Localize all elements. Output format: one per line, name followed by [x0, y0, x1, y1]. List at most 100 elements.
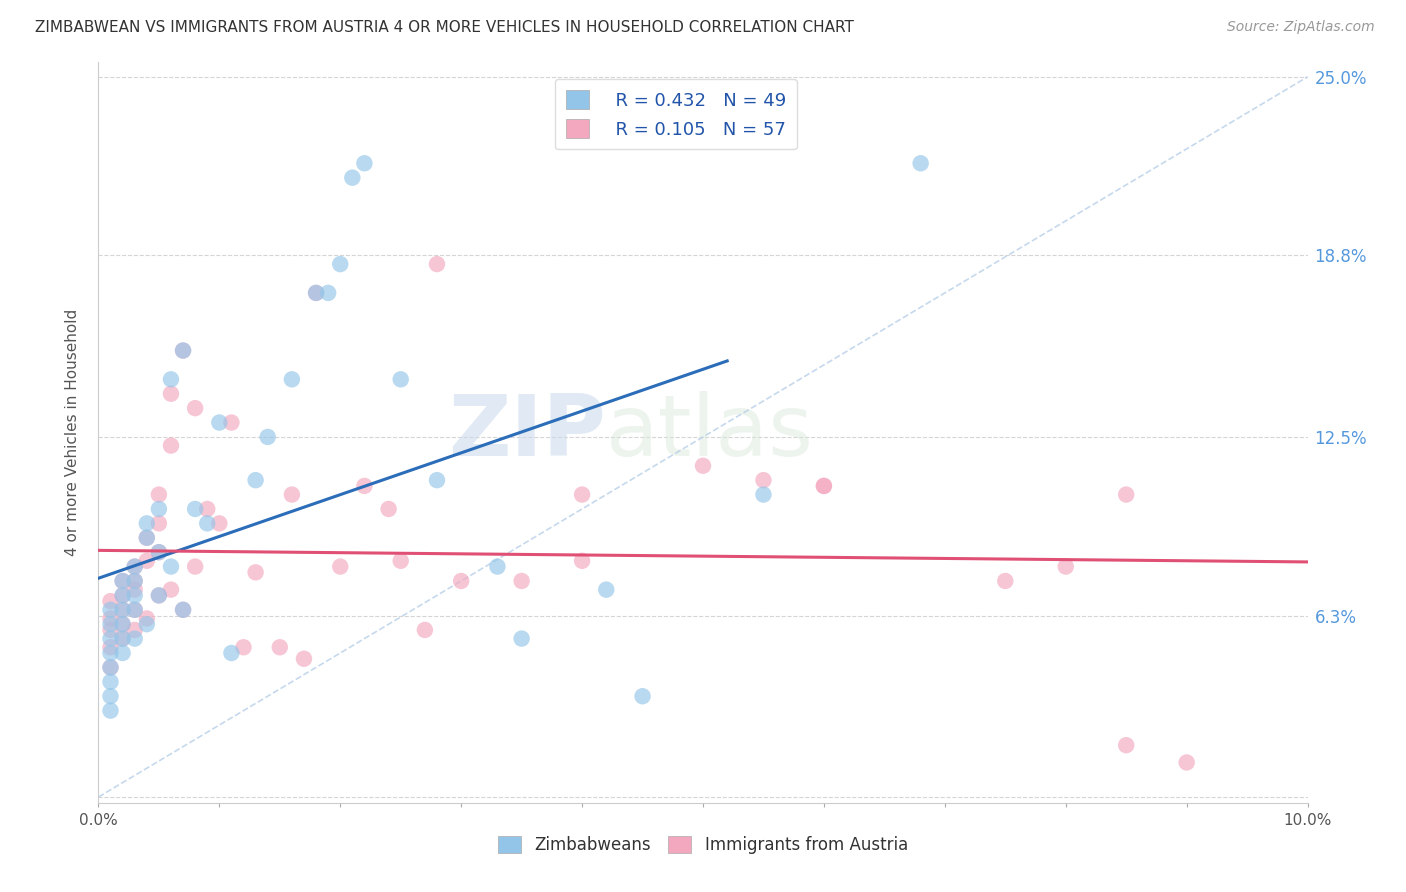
Point — [184, 401, 207, 416]
Point — [172, 343, 194, 358]
Point — [160, 386, 183, 401]
Point — [148, 545, 170, 559]
Point — [100, 646, 122, 660]
Point — [413, 623, 436, 637]
Point — [426, 257, 449, 271]
Point — [256, 430, 278, 444]
Point — [100, 623, 122, 637]
Point — [100, 617, 122, 632]
Point — [135, 531, 157, 545]
Point — [389, 372, 412, 386]
Point — [221, 416, 243, 430]
Point — [111, 574, 134, 588]
Point — [172, 603, 194, 617]
Point — [389, 554, 412, 568]
Point — [510, 632, 533, 646]
Point — [160, 559, 183, 574]
Point — [994, 574, 1017, 588]
Point — [1115, 738, 1137, 752]
Point — [135, 554, 157, 568]
Point — [124, 588, 146, 602]
Point — [450, 574, 472, 588]
Point — [172, 603, 194, 617]
Point — [910, 156, 932, 170]
Point — [269, 640, 291, 655]
Point — [124, 574, 146, 588]
Point — [571, 554, 593, 568]
Point — [184, 559, 207, 574]
Point — [813, 479, 835, 493]
Y-axis label: 4 or more Vehicles in Household: 4 or more Vehicles in Household — [65, 309, 80, 557]
Point — [111, 632, 134, 646]
Point — [135, 617, 157, 632]
Point — [595, 582, 617, 597]
Point — [316, 285, 339, 300]
Point — [172, 343, 194, 358]
Point — [160, 439, 183, 453]
Point — [148, 502, 170, 516]
Point — [100, 594, 122, 608]
Point — [281, 487, 304, 501]
Point — [208, 516, 231, 531]
Point — [148, 516, 170, 531]
Point — [1115, 487, 1137, 501]
Point — [160, 582, 183, 597]
Point — [100, 611, 122, 625]
Point — [353, 156, 375, 170]
Point — [752, 487, 775, 501]
Point — [100, 632, 122, 646]
Point — [342, 170, 364, 185]
Point — [111, 632, 134, 646]
Point — [148, 588, 170, 602]
Point — [353, 479, 375, 493]
Point — [813, 479, 835, 493]
Point — [692, 458, 714, 473]
Point — [124, 603, 146, 617]
Point — [100, 660, 122, 674]
Text: atlas: atlas — [606, 391, 814, 475]
Point — [510, 574, 533, 588]
Point — [184, 502, 207, 516]
Point — [148, 545, 170, 559]
Point — [148, 588, 170, 602]
Point — [631, 690, 654, 704]
Point — [100, 674, 122, 689]
Point — [124, 603, 146, 617]
Point — [100, 704, 122, 718]
Point — [571, 487, 593, 501]
Point — [100, 660, 122, 674]
Point — [281, 372, 304, 386]
Point — [377, 502, 399, 516]
Legend: Zimbabweans, Immigrants from Austria: Zimbabweans, Immigrants from Austria — [491, 830, 915, 861]
Point — [124, 623, 146, 637]
Point — [232, 640, 254, 655]
Point — [221, 646, 243, 660]
Point — [148, 487, 170, 501]
Point — [124, 559, 146, 574]
Point — [124, 574, 146, 588]
Point — [100, 690, 122, 704]
Point — [111, 588, 134, 602]
Point — [111, 574, 134, 588]
Point — [426, 473, 449, 487]
Point — [111, 603, 134, 617]
Point — [160, 372, 183, 386]
Point — [208, 416, 231, 430]
Point — [195, 516, 218, 531]
Point — [100, 603, 122, 617]
Point — [124, 559, 146, 574]
Point — [100, 640, 122, 655]
Point — [752, 473, 775, 487]
Point — [111, 588, 134, 602]
Point — [329, 257, 352, 271]
Point — [329, 559, 352, 574]
Point — [124, 632, 146, 646]
Point — [111, 603, 134, 617]
Point — [305, 285, 328, 300]
Text: Source: ZipAtlas.com: Source: ZipAtlas.com — [1227, 20, 1375, 34]
Point — [245, 473, 267, 487]
Point — [305, 285, 328, 300]
Point — [292, 652, 315, 666]
Text: ZIP: ZIP — [449, 391, 606, 475]
Point — [111, 617, 134, 632]
